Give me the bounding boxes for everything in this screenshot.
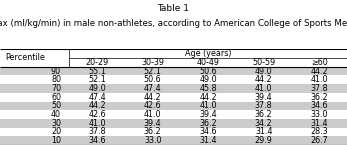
Text: 52.1: 52.1 [88, 75, 106, 84]
Text: 52.1: 52.1 [144, 67, 162, 76]
Text: 30-39: 30-39 [141, 58, 164, 67]
Text: 34.2: 34.2 [255, 119, 272, 128]
Text: 20: 20 [51, 127, 61, 136]
Bar [0, 119, 347, 128]
Text: 42.6: 42.6 [144, 101, 161, 110]
Text: 41.0: 41.0 [200, 101, 217, 110]
Text: 34.6: 34.6 [311, 101, 328, 110]
Text: 31.4: 31.4 [255, 127, 272, 136]
Text: 50.6: 50.6 [200, 67, 217, 76]
Text: 44.2: 44.2 [255, 75, 272, 84]
Text: 36.2: 36.2 [311, 93, 328, 102]
Text: Age (years): Age (years) [185, 49, 231, 58]
Text: 49.0: 49.0 [88, 84, 106, 93]
Text: 44.2: 44.2 [144, 93, 161, 102]
Text: 34.6: 34.6 [88, 136, 106, 145]
Text: 37.8: 37.8 [311, 84, 328, 93]
Text: 49.0: 49.0 [200, 75, 217, 84]
Text: 41.0: 41.0 [255, 84, 272, 93]
Bar [0, 67, 347, 75]
Text: Table 1: Table 1 [158, 4, 189, 13]
Text: 34.6: 34.6 [200, 127, 217, 136]
Text: 41.0: 41.0 [144, 110, 161, 119]
Text: ≥60: ≥60 [311, 58, 328, 67]
Text: 10: 10 [51, 136, 61, 145]
Text: 28.3: 28.3 [311, 127, 328, 136]
Text: 47.4: 47.4 [144, 84, 161, 93]
Text: 36.2: 36.2 [144, 127, 161, 136]
Text: 90: 90 [51, 67, 61, 76]
Text: 50-59: 50-59 [252, 58, 276, 67]
Text: 50: 50 [51, 101, 61, 110]
Text: 55.1: 55.1 [88, 67, 106, 76]
Text: 47.4: 47.4 [88, 93, 106, 102]
Text: 26.7: 26.7 [310, 136, 328, 145]
Text: 45.8: 45.8 [200, 84, 217, 93]
Text: 39.4: 39.4 [255, 93, 272, 102]
Text: 41.0: 41.0 [88, 119, 106, 128]
Text: 44.2: 44.2 [88, 101, 106, 110]
Text: 31.4: 31.4 [200, 136, 217, 145]
Text: 50.6: 50.6 [144, 75, 161, 84]
Text: Percentile: Percentile [6, 54, 45, 62]
Text: 40-49: 40-49 [197, 58, 220, 67]
Text: 49.0: 49.0 [255, 67, 272, 76]
Text: 70: 70 [51, 84, 61, 93]
Bar [0, 102, 347, 110]
Text: 37.8: 37.8 [255, 101, 272, 110]
Text: 37.8: 37.8 [88, 127, 106, 136]
Text: 39.4: 39.4 [144, 119, 161, 128]
Text: 80: 80 [51, 75, 61, 84]
Bar [0, 136, 347, 145]
Text: VO₂max (ml/kg/min) in male non-athletes, according to American College of Sports: VO₂max (ml/kg/min) in male non-athletes,… [0, 19, 347, 28]
Text: 33.0: 33.0 [144, 136, 161, 145]
Text: 44.2: 44.2 [311, 67, 328, 76]
Text: 39.4: 39.4 [200, 110, 217, 119]
Text: 44.2: 44.2 [200, 93, 217, 102]
Text: 33.0: 33.0 [311, 110, 328, 119]
Bar [0, 84, 347, 93]
Text: 36.2: 36.2 [200, 119, 217, 128]
Text: 42.6: 42.6 [88, 110, 106, 119]
Text: 41.0: 41.0 [311, 75, 328, 84]
Text: 31.4: 31.4 [311, 119, 328, 128]
Text: 30: 30 [51, 119, 61, 128]
Text: 36.2: 36.2 [255, 110, 272, 119]
Text: 29.9: 29.9 [255, 136, 273, 145]
Text: 60: 60 [51, 93, 61, 102]
Text: 20-29: 20-29 [85, 58, 109, 67]
Text: 40: 40 [51, 110, 61, 119]
